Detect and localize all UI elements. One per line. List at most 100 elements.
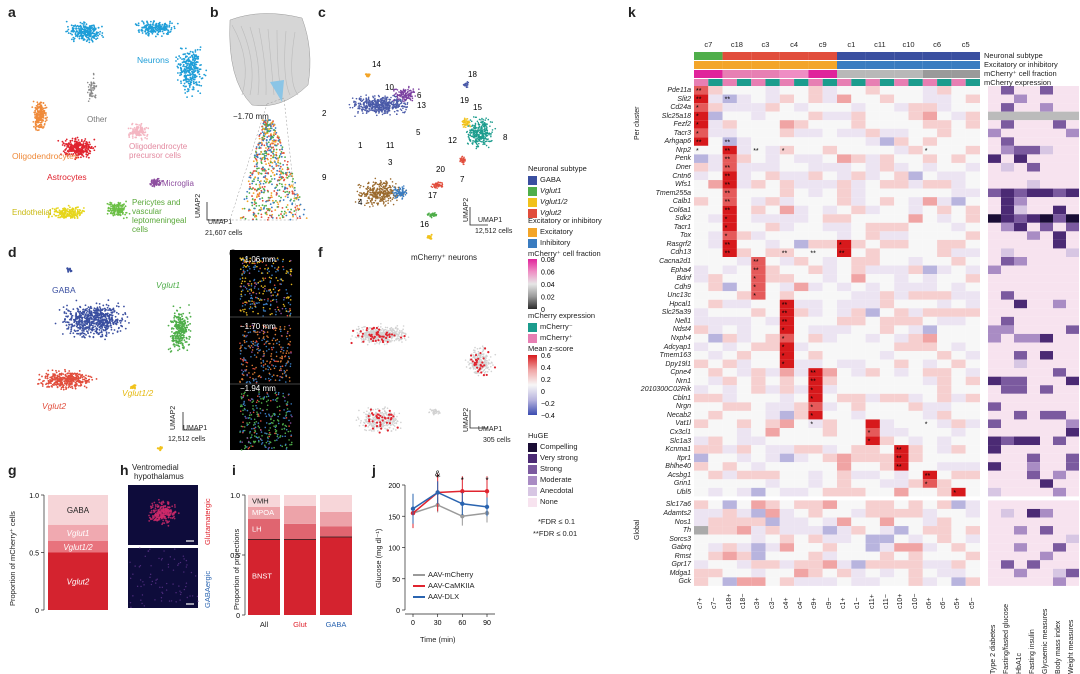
scatter-point [475,131,478,133]
scatter-point [176,22,179,25]
scatter-point [76,24,79,27]
scatter-point [189,50,192,53]
scatter-point [464,124,466,126]
cluster-label-12: 12 [448,136,457,145]
scatter-point [471,131,473,134]
scatter-point [474,127,477,129]
legend-swatch [528,464,537,474]
scatter-point [462,158,465,161]
scatter-point [78,37,81,40]
cluster-16 [426,233,433,240]
scatter-point [82,28,84,31]
scatter-point [88,28,91,31]
scatter-point [481,134,484,136]
scatter-point [141,20,144,23]
cluster-neurons [175,46,208,99]
scatter-point [92,28,94,31]
scatter-point [188,84,191,87]
scatter-point [72,36,75,39]
scatter-point [150,30,152,33]
scatter-point [486,134,489,137]
scatter-point [137,22,140,25]
legend-item: None [528,496,578,507]
scatter-point [436,184,439,187]
scatter-point [99,30,102,33]
scatter-point [91,39,94,42]
scatter-point [161,23,164,26]
legend-mcherry-expression: mCherry expression mCherry⁻ mCherry⁺ [528,310,595,343]
scatter-point [88,41,91,44]
scatter-point [149,20,152,23]
scatter-point [156,33,159,36]
scatter-point [474,124,477,126]
scatter-point [476,143,478,146]
scatter-point [180,82,183,85]
scatter-point [91,26,93,29]
legend-frac-title: mCherry⁺ cell fraction [528,249,601,258]
scatter-point [88,26,91,29]
scatter-point [93,29,96,32]
scatter-point [149,23,152,26]
scatter-point [159,25,162,28]
scatter-point [94,28,97,31]
scatter-point [83,38,86,41]
scatter-point [83,26,86,28]
legend-item: GABA [528,174,587,185]
scatter-point [74,33,77,36]
scatter-point [482,143,484,146]
cluster-7 [459,155,466,166]
scatter-point [469,139,472,141]
scatter-point [474,135,477,138]
scatter-point [70,30,73,33]
scatter-point [485,144,488,147]
fraction-colorbar: 0.080.060.040.020 [528,257,555,314]
cluster-label-7: 7 [460,175,465,184]
zscore-colorbar: 0.60.40.20−0.2−0.4 [528,353,555,420]
scatter-point [70,38,73,41]
scatter-point [491,121,493,123]
scatter-point [494,127,497,130]
scatter-point [468,124,471,126]
legend-label: Anecdotal [540,486,574,495]
scatter-point [472,128,474,130]
scatter-point [467,143,470,145]
scatter-point [169,20,171,23]
scatter-point [152,20,155,23]
legend-expr-title: mCherry expression [528,311,596,320]
scatter-point [483,132,486,135]
scatter-point [162,32,165,35]
scatter-point [490,134,492,136]
scatter-point [465,118,467,120]
scatter-point [197,57,199,60]
c-umap1: UMAP1 [478,217,503,224]
scatter-point [85,40,88,43]
cluster-18 [462,81,470,89]
scatter-point [138,31,141,33]
scatter-point [65,20,68,23]
scatter-point [75,25,78,28]
scatter-point [430,233,433,236]
scatter-point [465,131,468,134]
scatter-point [476,120,479,123]
scatter-point [476,138,478,140]
scatter-point [85,23,88,26]
scatter-point [481,127,483,130]
scatter-point [81,34,83,37]
scatter-point [468,121,471,124]
legend-item: Anecdotal [528,485,578,496]
scatter-point [464,126,467,128]
scatter-point [191,54,193,57]
cluster-neurons [134,20,179,38]
scatter-point [477,122,480,124]
panel-letter-a: a [8,4,16,20]
scatter-point [95,38,97,41]
scatter-point [478,123,481,126]
scatter-point [164,23,167,26]
scatter-point [475,147,478,150]
scatter-point [483,130,486,133]
scatter-point [429,215,431,218]
scatter-point [88,37,90,40]
scatter-point [477,130,480,132]
scatter-point [472,132,475,135]
legend-label: Very strong [540,453,578,462]
